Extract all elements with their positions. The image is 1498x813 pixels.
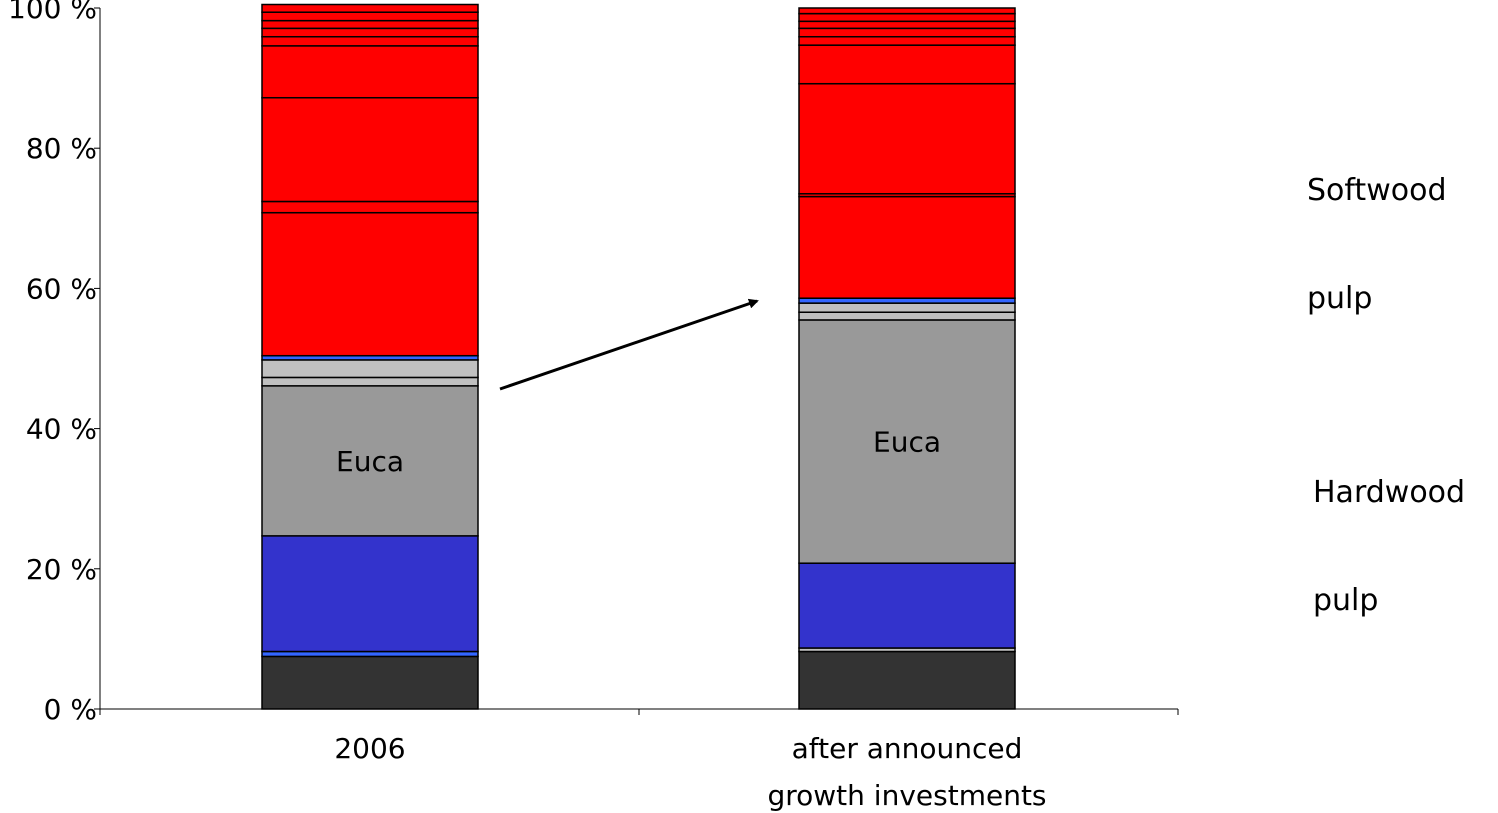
hardwood-label-line2: pulp: [1313, 583, 1379, 618]
bar-segment: [261, 376, 479, 387]
segment-label: Euca: [336, 445, 404, 478]
bar-segment: [261, 35, 479, 47]
bars-group: Euca Euca: [261, 3, 1016, 710]
bar-segment: [261, 211, 479, 357]
axes-group: 2006 after announced growth investments 0 %…: [8, 0, 1179, 812]
bar-segment: [798, 35, 1016, 46]
hardwood-label-line1: Hardwood: [1313, 475, 1466, 510]
y-tick-label: 20 %: [26, 553, 97, 586]
y-tick-label: 0 %: [44, 693, 97, 726]
bar-segment: [261, 535, 479, 653]
category-label: after announced: [792, 732, 1023, 765]
bar-segment: [798, 650, 1016, 710]
bar-segment: [261, 200, 479, 214]
y-tick-label: 80 %: [26, 132, 97, 165]
bar-segment: [261, 655, 479, 710]
bar-segment: [261, 45, 479, 99]
bar-segment: [261, 27, 479, 38]
category-label: growth investments: [767, 779, 1046, 812]
softwood-label-line1: Softwood: [1307, 173, 1447, 208]
bar-segment: [798, 195, 1016, 299]
bar-segment: [261, 19, 479, 30]
y-tick-label: 60 %: [26, 272, 97, 305]
bar-segment: [261, 385, 479, 537]
bar-segment: [261, 11, 479, 22]
y-tick-label: 40 %: [26, 413, 97, 446]
bar-segment: [798, 44, 1016, 85]
bar-segment: [261, 96, 479, 203]
bar-segment: [798, 27, 1016, 38]
softwood-label-line2: pulp: [1307, 281, 1373, 316]
segment-label: Euca: [873, 426, 941, 459]
bar-segment: [798, 12, 1016, 23]
y-tick-label: 100 %: [8, 0, 97, 25]
growth-arrow: [499, 298, 759, 391]
bar-segment: [798, 311, 1016, 321]
bar-segment: [261, 3, 479, 13]
bar-segment: [798, 82, 1016, 195]
hardwood-pulp-label: Hardwood pulp: [1313, 403, 1465, 655]
bar-segment: [798, 7, 1016, 15]
bar-segment: [798, 562, 1016, 649]
bar-segment: [798, 302, 1016, 313]
bar-segment: [798, 20, 1016, 30]
softwood-pulp-label: Softwood pulp: [1307, 101, 1446, 353]
bar-segment: [261, 359, 479, 379]
category-label: 2006: [334, 732, 405, 765]
bar-segment: [798, 319, 1016, 564]
